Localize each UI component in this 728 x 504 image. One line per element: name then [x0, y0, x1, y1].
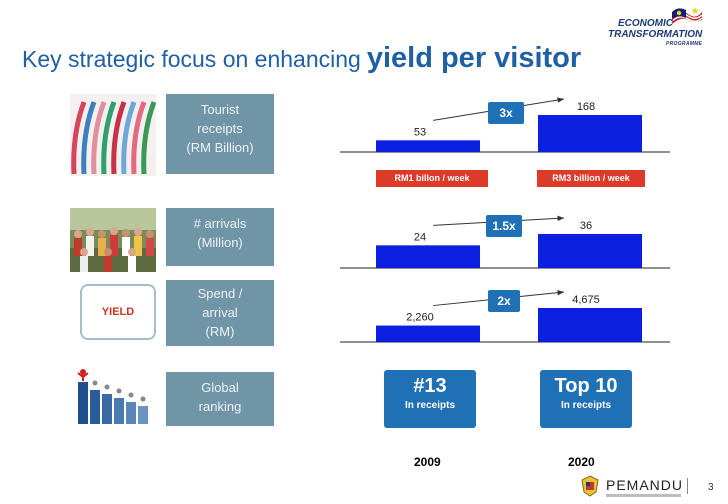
chart-arrivals: 24 36	[340, 206, 670, 276]
footer-divider	[687, 478, 688, 494]
ranking-caption: In receipts	[560, 400, 612, 411]
bar-2020	[538, 308, 642, 342]
logo-line-2: TRANSFORMATION	[608, 29, 703, 40]
multiplier-badge-spend: 2x	[488, 290, 520, 312]
etp-logo: ECONOMIC TRANSFORMATION PROGRAMME	[608, 6, 720, 48]
label-line: Tourist	[200, 102, 240, 117]
logo-line-3: PROGRAMME	[666, 41, 703, 47]
growth-arrowhead	[557, 289, 564, 296]
bar-2020	[538, 234, 642, 268]
label-tourist-receipts: Tourist receipts (RM Billion)	[166, 94, 274, 174]
label-arrivals: # arrivals (Million)	[166, 208, 274, 266]
yield-badge: YIELD	[80, 284, 156, 340]
multiplier-badge-receipts: 3x	[488, 102, 524, 124]
bar-2020	[538, 115, 642, 152]
ranking-value: Top 10	[554, 375, 618, 397]
multiplier-badge-arrivals: 1.5x	[486, 215, 522, 237]
data-label-2020: 4,675	[572, 294, 600, 306]
chart-tourist-receipts: 53 168	[340, 96, 670, 166]
weekly-receipts-tag-2020: RM3 billion / week	[537, 170, 645, 187]
bar-2009	[376, 245, 480, 268]
label-line: (Million)	[197, 235, 243, 250]
weekly-receipts-tag-2009: RM1 billon / week	[376, 170, 488, 187]
bar-2009	[376, 325, 480, 342]
slide-title: Key strategic focus on enhancing yield pe…	[22, 42, 581, 75]
pemandu-tagline-bar	[606, 494, 681, 497]
yield-label: YIELD	[101, 306, 135, 318]
data-label-2009: 24	[414, 231, 426, 243]
label-line: (RM)	[205, 324, 235, 339]
ranking-box-2020: Top 10 In receipts	[540, 370, 632, 428]
year-label-2009: 2009	[414, 455, 441, 469]
growth-arrowhead	[557, 215, 564, 222]
ranking-figures-photo	[70, 368, 156, 426]
data-label-2009: 2,260	[406, 312, 434, 324]
page-number: 3	[708, 482, 714, 493]
ranking-box-2009: #13 In receipts	[384, 370, 476, 428]
year-label-2020: 2020	[568, 455, 595, 469]
label-line: (RM Billion)	[186, 140, 254, 155]
ranking-caption: In receipts	[404, 400, 456, 411]
data-label-2020: 36	[580, 220, 592, 232]
government-crest-icon	[581, 475, 599, 497]
pemandu-logo-text: PEMANDU	[606, 477, 684, 493]
data-label-2020: 168	[577, 101, 595, 113]
malaysia-flag-icon	[671, 7, 703, 24]
chart-spend-per-arrival: 2,260 4,675	[340, 280, 670, 350]
tourists-group-photo	[70, 208, 156, 272]
label-line: # arrivals	[193, 216, 247, 231]
data-label-2009: 53	[414, 126, 426, 138]
title-part-2: yield per visitor	[366, 42, 582, 74]
label-spend-per-arrival: Spend / arrival (RM)	[166, 280, 274, 346]
label-line: ranking	[198, 399, 242, 414]
currency-photo	[70, 94, 156, 176]
bar-2009	[376, 140, 480, 152]
ranking-value: #13	[413, 375, 447, 397]
logo-line-1: ECONOMIC	[618, 18, 673, 29]
title-part-1: Key strategic focus on enhancing	[22, 46, 361, 72]
label-line: Global	[201, 380, 239, 395]
growth-arrowhead	[557, 97, 564, 103]
label-line: arrival	[202, 305, 238, 320]
label-global-ranking: Global ranking	[166, 372, 274, 426]
label-line: Spend /	[197, 286, 243, 301]
label-line: receipts	[197, 121, 243, 136]
